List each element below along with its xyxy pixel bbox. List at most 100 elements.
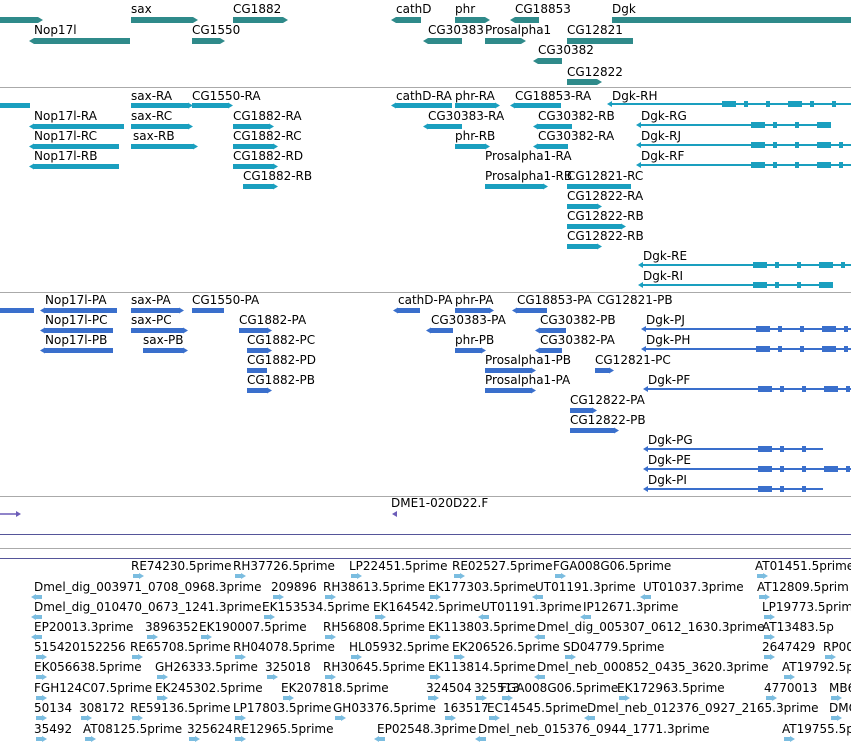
gene-track-feature[interactable] xyxy=(29,38,130,44)
protein-track-feature[interactable] xyxy=(131,327,188,334)
gene-track-feature[interactable] xyxy=(612,17,851,23)
est-track-label[interactable]: HL05932.5prime xyxy=(349,640,449,654)
gene-track-feature[interactable] xyxy=(455,17,490,23)
est-feature[interactable] xyxy=(759,594,770,600)
est-feature[interactable] xyxy=(640,594,651,600)
est-feature[interactable] xyxy=(235,573,246,579)
transcript-track-feature[interactable] xyxy=(131,102,193,109)
gene-track-label[interactable]: phr xyxy=(455,2,475,16)
gene-track-feature[interactable] xyxy=(0,17,43,23)
protein-track-feature[interactable] xyxy=(643,486,823,492)
est-track-label[interactable]: EK113814.5prime xyxy=(428,660,536,674)
protein-track-feature[interactable] xyxy=(641,346,851,352)
protein-track-label[interactable]: CG12822-PA xyxy=(570,393,646,407)
transcript-track-feature[interactable] xyxy=(233,143,278,150)
transcript-track-feature[interactable] xyxy=(233,163,278,170)
transcript-track-feature[interactable] xyxy=(0,103,30,109)
est-track-label[interactable]: EK190007.5prime xyxy=(199,620,307,634)
clone-track-label[interactable]: DME1-020D22.F xyxy=(391,496,488,510)
gene-track-label[interactable]: CG18853 xyxy=(515,2,571,16)
est-track-label[interactable]: MB6 xyxy=(829,681,851,695)
protein-track-feature[interactable] xyxy=(570,407,597,414)
transcript-track-feature[interactable] xyxy=(391,102,452,109)
transcript-track-feature[interactable] xyxy=(29,143,119,150)
est-track-label[interactable]: EK172963.5prime xyxy=(617,681,725,695)
protein-track-label[interactable]: Dgk-PF xyxy=(648,373,690,387)
est-feature[interactable] xyxy=(201,634,212,640)
est-track-label[interactable]: LP17803.5prime xyxy=(233,701,332,715)
protein-track-label[interactable]: Prosalpha1-PB xyxy=(485,353,571,367)
gene-track-label[interactable]: CG30382 xyxy=(538,43,594,57)
transcript-track-label[interactable]: CG12822-RB xyxy=(567,229,644,243)
gene-track-feature[interactable] xyxy=(233,17,288,23)
gene-track-label[interactable]: sax xyxy=(131,2,152,16)
protein-track-label[interactable]: Dgk-PG xyxy=(648,433,693,447)
est-feature[interactable] xyxy=(619,695,630,701)
protein-track-feature[interactable] xyxy=(643,466,851,472)
est-feature[interactable] xyxy=(764,614,775,620)
transcript-track-feature[interactable] xyxy=(485,183,548,190)
est-track-label[interactable]: AT01451.5prime xyxy=(755,559,851,573)
protein-track-label[interactable]: CG30383-PA xyxy=(431,313,507,327)
protein-track-label[interactable]: Nop17l-PB xyxy=(45,333,107,347)
est-feature[interactable] xyxy=(766,695,777,701)
est-track-label[interactable]: Dmel_neb_015376_0944_1771.3prime xyxy=(478,722,710,736)
protein-track-label[interactable]: Nop17l-PA xyxy=(45,293,107,307)
gene-track-feature[interactable] xyxy=(567,38,633,44)
est-feature[interactable] xyxy=(335,715,346,721)
protein-track-label[interactable]: sax-PA xyxy=(131,293,172,307)
protein-track-feature[interactable] xyxy=(512,307,547,314)
est-feature[interactable] xyxy=(475,736,486,742)
gene-track-label[interactable]: CG12822 xyxy=(567,65,623,79)
est-track-label[interactable]: EK056638.5prime xyxy=(34,660,142,674)
est-track-label[interactable]: RH04078.5prime xyxy=(233,640,335,654)
protein-track-feature[interactable] xyxy=(0,308,34,314)
est-feature[interactable] xyxy=(584,715,595,721)
transcript-track-label[interactable]: sax-RC xyxy=(131,109,172,123)
transcript-track-label[interactable]: Dgk-RG xyxy=(641,109,687,123)
est-feature[interactable] xyxy=(502,695,513,701)
transcript-track-feature[interactable] xyxy=(510,102,561,109)
protein-track-label[interactable]: phr-PA xyxy=(455,293,494,307)
gene-track-label[interactable]: CG12821 xyxy=(567,23,623,37)
transcript-track-label[interactable]: CG1882-RD xyxy=(233,149,303,163)
est-feature[interactable] xyxy=(565,654,576,660)
est-feature[interactable] xyxy=(132,715,143,721)
est-feature[interactable] xyxy=(31,634,42,640)
gene-track-label[interactable]: cathD xyxy=(396,2,432,16)
protein-track-feature[interactable] xyxy=(643,386,851,392)
transcript-track-feature[interactable] xyxy=(533,143,568,150)
est-track-label[interactable]: 2647429 xyxy=(762,640,815,654)
est-track-label[interactable]: RH38613.5prime xyxy=(323,580,425,594)
est-feature[interactable] xyxy=(375,614,386,620)
transcript-track-label[interactable]: CG1550-RA xyxy=(192,89,261,103)
protein-track-label[interactable]: CG18853-PA xyxy=(517,293,593,307)
est-track-label[interactable]: EK207818.5prime xyxy=(281,681,389,695)
gene-track-label[interactable]: Prosalpha1 xyxy=(485,23,551,37)
transcript-track-label[interactable]: CG12821-RC xyxy=(567,169,643,183)
est-track-label[interactable]: Dmel_neb_012376_0927_2165.3prime xyxy=(587,701,819,715)
est-feature[interactable] xyxy=(580,614,591,620)
gene-track-feature[interactable] xyxy=(567,79,602,85)
est-feature[interactable] xyxy=(283,695,294,701)
protein-track-feature[interactable] xyxy=(247,387,272,394)
est-feature[interactable] xyxy=(454,654,465,660)
transcript-track-feature[interactable] xyxy=(131,143,198,150)
est-feature[interactable] xyxy=(36,715,47,721)
est-feature[interactable] xyxy=(534,634,545,640)
est-feature[interactable] xyxy=(267,674,278,680)
est-feature[interactable] xyxy=(147,634,158,640)
transcript-track-label[interactable]: CG1882-RB xyxy=(243,169,312,183)
est-track-label[interactable]: Dmel_neb_000852_0435_3620.3prime xyxy=(537,660,769,674)
protein-track-feature[interactable] xyxy=(40,347,113,354)
transcript-track-label[interactable]: Nop17l-RA xyxy=(34,109,98,123)
est-track-label[interactable]: AT12809.5prim xyxy=(757,580,849,594)
transcript-track-feature[interactable] xyxy=(567,203,602,210)
est-feature[interactable] xyxy=(36,695,47,701)
transcript-track-label[interactable]: CG12822-RB xyxy=(567,209,644,223)
est-track-label[interactable]: 163517 xyxy=(443,701,489,715)
est-track-label[interactable]: EP20013.3prime xyxy=(34,620,133,634)
protein-track-label[interactable]: Nop17l-PC xyxy=(45,313,107,327)
est-track-label[interactable]: 325624 xyxy=(187,722,233,736)
est-track-label[interactable]: RH30645.5prime xyxy=(323,660,425,674)
